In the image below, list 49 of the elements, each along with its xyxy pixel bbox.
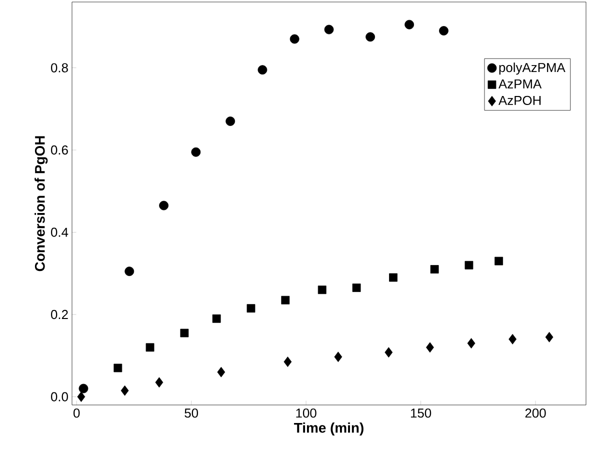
point xyxy=(78,384,88,394)
point xyxy=(281,296,290,304)
x-tick-label: 150 xyxy=(410,408,432,418)
point xyxy=(191,147,201,157)
point xyxy=(318,286,326,294)
point xyxy=(124,266,134,276)
x-axis-title: Time (min) xyxy=(294,422,364,436)
point xyxy=(246,304,256,313)
point xyxy=(464,260,474,270)
point xyxy=(508,334,517,344)
y-tick-label: 0.4 xyxy=(50,228,68,237)
point xyxy=(384,347,393,358)
point xyxy=(352,284,361,292)
point xyxy=(494,256,504,266)
point xyxy=(217,366,226,378)
point xyxy=(545,332,554,342)
point xyxy=(159,200,168,210)
y-tick-label: 0.6 xyxy=(50,145,68,155)
legend-label: AzPMA xyxy=(498,79,542,88)
point xyxy=(226,116,236,126)
point xyxy=(389,273,398,282)
point xyxy=(439,26,448,36)
point xyxy=(77,392,86,402)
point xyxy=(258,65,268,75)
legend-label: AzPOH xyxy=(498,96,541,106)
x-tick-label: 200 xyxy=(525,408,546,418)
point xyxy=(155,377,164,388)
point xyxy=(212,314,221,323)
y-tick-label: 0.2 xyxy=(50,310,68,320)
point xyxy=(114,364,122,372)
point xyxy=(404,20,414,30)
x-tick-label: 50 xyxy=(184,408,198,418)
x-tick-label: 100 xyxy=(296,408,316,418)
point xyxy=(430,265,439,274)
y-tick-label: 0.8 xyxy=(50,63,68,72)
point xyxy=(290,34,300,44)
point xyxy=(366,32,376,42)
point xyxy=(324,24,334,34)
point xyxy=(467,338,476,348)
point xyxy=(426,342,434,353)
point xyxy=(284,356,292,368)
legend-label: polyAzPMA xyxy=(499,62,566,75)
point xyxy=(120,385,129,396)
y-tick-label: 0.0 xyxy=(50,392,68,402)
point xyxy=(180,328,189,338)
point xyxy=(146,343,154,352)
point xyxy=(334,352,342,362)
x-tick-label: 0 xyxy=(73,408,80,418)
y-axis-title: Conversion of PgOH xyxy=(34,136,48,272)
